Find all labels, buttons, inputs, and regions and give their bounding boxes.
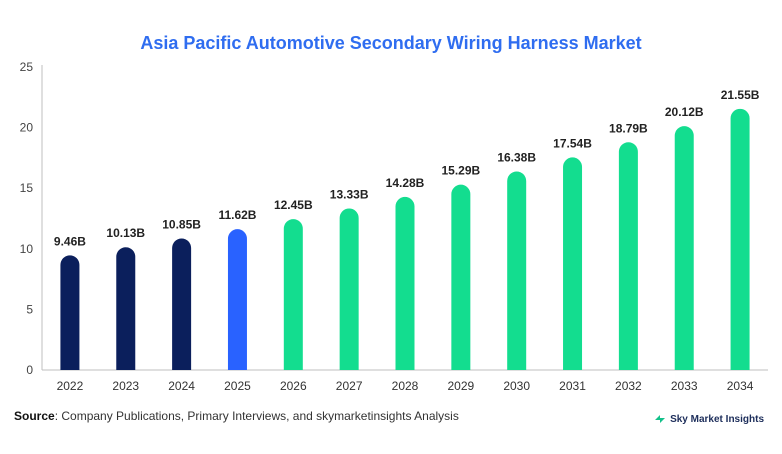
bar-value-label: 14.28B	[386, 176, 425, 190]
x-tick-label: 2026	[280, 379, 307, 393]
bar	[395, 196, 415, 370]
bar	[339, 208, 359, 370]
y-tick-label: 5	[26, 302, 33, 316]
bar	[730, 108, 750, 371]
source-label: Source	[14, 409, 55, 423]
bar-value-label: 10.85B	[162, 217, 201, 231]
bar	[507, 171, 527, 370]
brand-name: Sky Market Insights	[670, 413, 764, 425]
y-tick-label: 10	[20, 242, 34, 256]
x-tick-label: 2025	[224, 379, 251, 393]
x-tick-label: 2030	[503, 379, 530, 393]
bar-value-label: 17.54B	[553, 136, 592, 150]
x-tick-label: 2033	[671, 379, 698, 393]
x-tick-label: 2034	[727, 379, 754, 393]
bar-value-label: 21.55B	[721, 88, 760, 102]
chart-title: Asia Pacific Automotive Secondary Wiring…	[140, 33, 642, 53]
source-text: : Company Publications, Primary Intervie…	[54, 409, 459, 423]
brand-logo-icon	[655, 415, 666, 423]
x-tick-label: 2022	[57, 379, 84, 393]
y-tick-label: 15	[20, 181, 34, 195]
y-tick-label: 20	[20, 121, 34, 135]
bar	[674, 126, 694, 370]
x-tick-label: 2024	[168, 379, 195, 393]
bar-value-label: 12.45B	[274, 198, 313, 212]
bar-value-label: 9.46B	[54, 234, 86, 248]
x-tick-label: 2027	[336, 379, 363, 393]
x-tick-label: 2031	[559, 379, 586, 393]
x-tick-label: 2029	[447, 379, 474, 393]
bar	[60, 255, 80, 370]
bar-value-label: 18.79B	[609, 121, 648, 135]
bar-value-label: 20.12B	[665, 105, 704, 119]
bar	[563, 157, 583, 370]
bar	[618, 142, 638, 370]
bar-value-label: 10.13B	[106, 226, 145, 240]
x-tick-label: 2028	[392, 379, 419, 393]
bar	[283, 219, 303, 370]
x-tick-label: 2023	[112, 379, 139, 393]
y-tick-label: 0	[26, 363, 33, 377]
y-tick-label: 25	[20, 60, 34, 74]
bar	[451, 184, 471, 370]
bar-value-label: 15.29B	[441, 164, 480, 178]
source-note: Source: Company Publications, Primary In…	[14, 409, 459, 423]
bar-value-label: 16.38B	[497, 150, 536, 164]
bar-value-label: 11.62B	[218, 208, 256, 222]
brand-logo: Sky Market Insights	[654, 413, 764, 425]
bar	[172, 238, 192, 370]
bar-value-label: 13.33B	[330, 187, 369, 201]
x-tick-label: 2032	[615, 379, 642, 393]
bar	[227, 229, 247, 370]
bar	[116, 247, 136, 370]
